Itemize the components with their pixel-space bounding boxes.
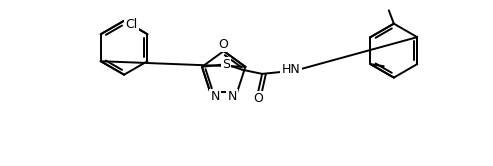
Text: O: O [253,92,263,105]
Text: N: N [227,90,237,103]
Text: HN: HN [282,63,301,76]
Text: S: S [222,58,230,71]
Text: N: N [211,90,220,103]
Text: Cl: Cl [126,18,138,31]
Text: O: O [219,38,229,51]
